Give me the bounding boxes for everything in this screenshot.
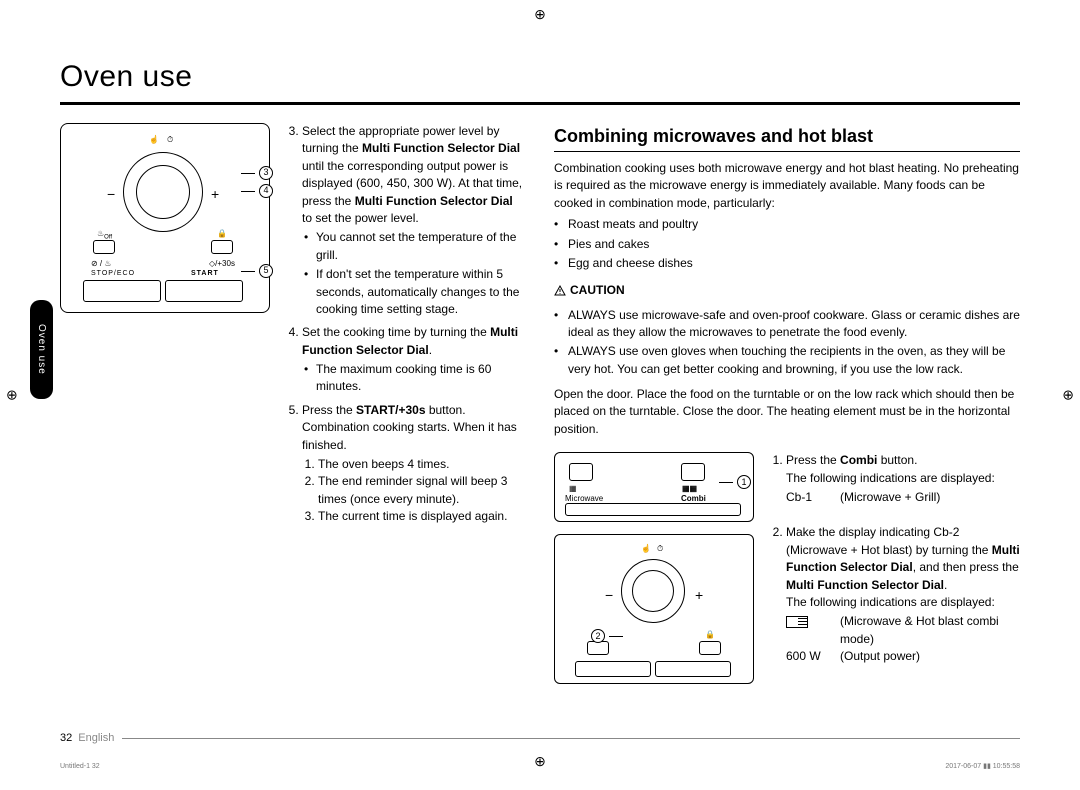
section-rule xyxy=(554,151,1020,152)
start-label: START xyxy=(191,269,219,279)
rstep-1: Press the Combi button. The following in… xyxy=(786,452,1020,506)
open-door-text: Open the door. Place the food on the tur… xyxy=(554,386,1020,438)
title-rule xyxy=(60,102,1020,105)
print-meta-left: Untitled-1 32 xyxy=(60,763,100,770)
callout-panel2: 2 xyxy=(591,629,623,643)
panel-dial: ☝ ⏱ − + ♨ 🔒 2 xyxy=(554,534,754,684)
footer: 32 English xyxy=(60,732,1020,744)
caution-heading: CAUTION xyxy=(554,282,625,299)
right-steps: Press the Combi button. The following in… xyxy=(768,452,1020,684)
rstep-2: Make the display indicating Cb-2 (Microw… xyxy=(786,524,1020,665)
stop-eco-label: STOP/ECO xyxy=(91,269,135,279)
footer-rule xyxy=(122,738,1020,739)
step-5: Press the START/+30s button. Combination… xyxy=(302,402,526,526)
section-intro: Combination cooking uses both microwave … xyxy=(554,160,1020,212)
combi-mode-icon xyxy=(786,616,808,628)
callout-3: 3 xyxy=(241,166,273,180)
columns: ☝ ⏱ − + ♨Off 🔒 ⊘ / ♨ ◇/+30s STOP/ECO STA… xyxy=(60,123,1020,684)
warning-icon xyxy=(554,285,566,297)
page-title: Oven use xyxy=(60,60,1020,94)
callout-4: 4 xyxy=(241,184,273,198)
foods-list: Roast meats and poultry Pies and cakes E… xyxy=(554,216,1020,272)
panels-column: ▦ Microwave ▦▦ Combi 1 ☝ ⏱ − xyxy=(554,452,754,684)
side-tab: Oven use xyxy=(30,300,53,399)
panel-display: ▦ Microwave ▦▦ Combi 1 xyxy=(554,452,754,522)
print-meta-right: 2017-06-07 ▮▮ 10:55:58 xyxy=(945,762,1020,770)
step-3: Select the appropriate power level by tu… xyxy=(302,123,526,318)
col-right: Combining microwaves and hot blast Combi… xyxy=(554,123,1020,684)
section-heading: Combining microwaves and hot blast xyxy=(554,123,1020,149)
plus-icon: + xyxy=(211,184,219,204)
crop-mark-left: ⊕ xyxy=(6,387,18,404)
step-4: Set the cooking time by turning the Mult… xyxy=(302,324,526,396)
dial-diagram: ☝ ⏱ − + ♨Off 🔒 ⊘ / ♨ ◇/+30s STOP/ECO STA… xyxy=(60,123,270,313)
callout-5: 5 xyxy=(241,264,273,278)
callout-panel1: 1 xyxy=(719,475,751,489)
page-language: English xyxy=(78,732,114,744)
caution-list: ALWAYS use microwave-safe and oven-proof… xyxy=(554,307,1020,379)
minus-icon: − xyxy=(107,184,115,204)
page-number: 32 xyxy=(60,732,72,744)
crop-mark-bottom: ⊕ xyxy=(534,753,546,770)
col-left: ☝ ⏱ − + ♨Off 🔒 ⊘ / ♨ ◇/+30s STOP/ECO STA… xyxy=(60,123,526,684)
left-steps: Select the appropriate power level by tu… xyxy=(284,123,526,532)
page: ⊕ ⊕ ⊕ ⊕ Oven use Oven use ☝ ⏱ − + ♨Off 🔒 xyxy=(0,0,1080,790)
crop-mark-top: ⊕ xyxy=(534,6,546,23)
crop-mark-right: ⊕ xyxy=(1062,387,1074,404)
